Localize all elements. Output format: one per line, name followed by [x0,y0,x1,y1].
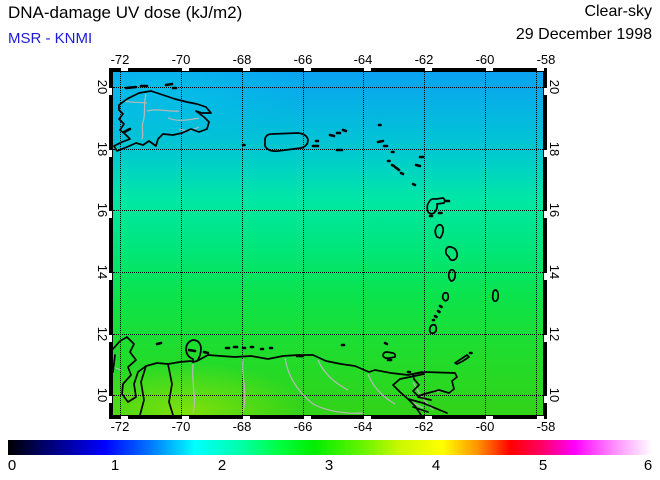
frame-tick-notch [109,335,112,342]
colorbar [8,440,652,455]
gridline-lat [113,272,543,273]
y-tick-label-right: 14 [547,264,562,280]
colorbar-tick-label: 5 [538,457,548,474]
frame-tick-notch [109,150,112,157]
gridline-lat [113,395,543,396]
y-tick-label-left: 20 [95,79,110,95]
frame-tick-notch [425,416,432,419]
colorbar-tick-label: 4 [431,457,441,474]
gridline-lon [363,72,364,415]
frame-tick-notch [544,88,547,95]
frame-tick-notch [544,150,547,157]
colorbar-tick-label: 0 [7,457,17,474]
gridline-lon [181,72,182,415]
frame-tick-notch [364,68,371,71]
gridline-lat [113,149,543,150]
x-tick-label-bottom: -62 [414,419,434,434]
colorbar-tick-label: 6 [643,457,653,474]
y-tick-label-right: 16 [547,202,562,218]
y-tick-label-left: 12 [95,326,110,342]
colorbar-tick-label: 3 [324,457,334,474]
frame-tick-notch [121,416,128,419]
frame-tick-notch [109,273,112,280]
y-tick-label-right: 20 [547,79,562,95]
x-tick-label-top: -68 [232,52,252,67]
x-tick-label-bottom: -66 [293,419,313,434]
x-tick-label-top: -64 [353,52,373,67]
rivers-borders-gray [113,93,440,414]
frame-tick-notch [243,416,250,419]
x-tick-label-top: -58 [536,52,556,67]
frame-tick-notch [109,396,112,403]
date-label: 29 December 1998 [515,26,652,43]
gridline-lon [485,72,486,415]
x-tick-label-bottom: -70 [171,419,191,434]
frame-tick-notch [486,416,493,419]
y-tick-label-left: 10 [95,387,110,403]
gridline-lon [303,72,304,415]
x-tick-label-bottom: -58 [536,419,556,434]
x-tick-label-bottom: -68 [232,419,252,434]
x-tick-label-top: -70 [171,52,191,67]
frame-tick-notch [182,416,189,419]
y-tick-label-left: 18 [95,141,110,157]
sky-condition-label: Clear-sky [584,3,652,20]
coastlines-overlay [113,82,500,415]
frame-tick-notch [544,396,547,403]
colorbar-tick-label: 1 [110,457,120,474]
frame-tick-notch [425,68,432,71]
y-tick-label-right: 12 [547,326,562,342]
x-tick-label-top: -72 [110,52,130,67]
y-tick-label-right: 10 [547,387,562,403]
gridline-lon [242,72,243,415]
gridline-lon [424,72,425,415]
page-title: DNA-damage UV dose (kJ/m2) [8,3,243,22]
gridline-lon [536,72,537,415]
x-tick-label-top: -62 [414,52,434,67]
x-tick-label-bottom: -72 [110,419,130,434]
map-frame [109,68,547,419]
frame-tick-notch [537,416,544,419]
frame-tick-notch [109,88,112,95]
small-islands [122,82,473,374]
gridline-lat [113,210,543,211]
data-source-label: MSR - KNMI [8,30,93,47]
frame-tick-notch [109,211,112,218]
frame-tick-notch [182,68,189,71]
frame-tick-notch [544,273,547,280]
gridline-lon [120,72,121,415]
frame-tick-notch [537,68,544,71]
y-tick-label-right: 18 [547,141,562,157]
frame-tick-notch [243,68,250,71]
frame-tick-notch [304,416,311,419]
gridline-lat [113,334,543,335]
frame-tick-notch [121,68,128,71]
x-tick-label-top: -66 [293,52,313,67]
frame-tick-notch [304,68,311,71]
y-tick-label-left: 14 [95,264,110,280]
uv-field-map [113,72,543,415]
frame-tick-notch [486,68,493,71]
x-tick-label-bottom: -60 [475,419,495,434]
y-tick-label-left: 16 [95,202,110,218]
x-tick-label-bottom: -64 [353,419,373,434]
frame-tick-notch [364,416,371,419]
frame-tick-notch [544,211,547,218]
coastlines-black [113,90,500,415]
colorbar-tick-label: 2 [217,457,227,474]
gridline-lat [113,87,543,88]
x-tick-label-top: -60 [475,52,495,67]
frame-tick-notch [544,335,547,342]
